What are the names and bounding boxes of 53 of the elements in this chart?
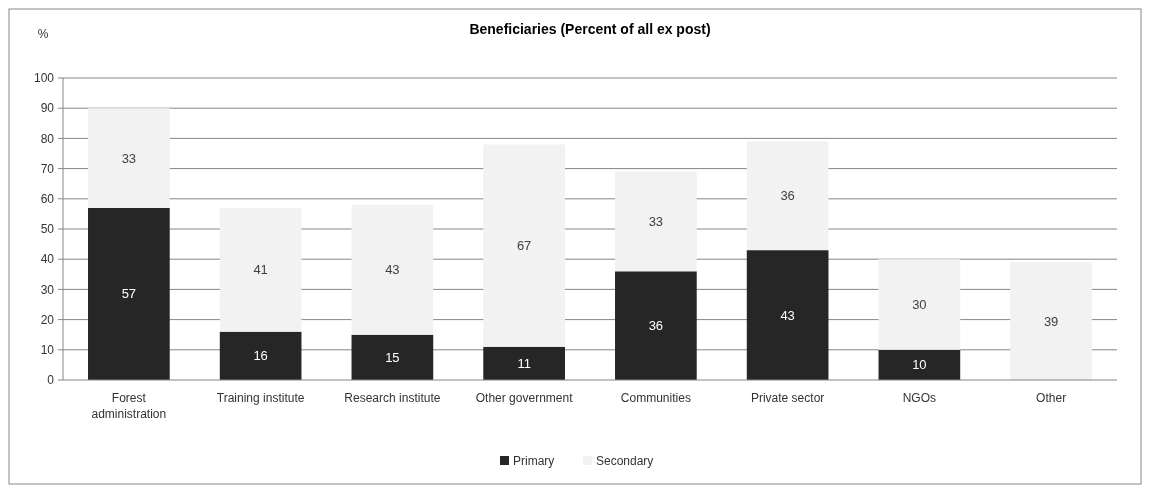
x-tick-label: Forest administration [91,391,167,421]
x-tick-label: NGOs [902,391,937,405]
bar [219,331,302,380]
data-label: 43 [385,262,400,278]
y-tick-label: 70 [40,161,55,176]
y-tick-label: 90 [40,101,55,116]
y-tick-label: 0 [47,373,55,388]
bar [615,271,697,380]
data-label: 67 [516,238,532,254]
y-tick-label: 10 [40,343,55,357]
bar [88,207,170,380]
y-tick-label: 30 [40,282,55,297]
data-label: 43 [780,307,795,323]
chart-title: Beneficiaries (Percent of all ex post) [469,21,711,37]
bar [88,108,170,208]
x-tick-label: Training institute [216,391,305,405]
data-label: 16 [253,348,268,364]
y-axis-title: % [37,27,49,41]
bar [615,171,697,272]
bar [351,334,434,380]
bar [878,259,961,350]
data-label: 41 [253,262,268,278]
data-label: 39 [1043,313,1059,329]
y-tick-label: 60 [40,192,55,206]
y-tick-label: 20 [40,312,55,327]
y-tick-label: 80 [40,131,55,146]
x-tick-label: Communities [620,391,691,405]
x-tick-label: Other [1036,391,1067,405]
data-label: 11 [517,355,531,371]
bar [746,141,829,251]
x-tick-label: Private sector [750,391,825,405]
bar [1010,262,1092,380]
y-tick-label: 100 [33,71,55,86]
bar [219,207,302,332]
bar [483,144,565,347]
legend-label: Primary [513,454,555,468]
bar [878,349,961,380]
x-tick-label: Research institute [344,391,441,405]
bar [351,204,434,335]
data-label: 57 [121,286,137,302]
y-tick-label: 40 [40,252,55,267]
x-tick-label: Other government [475,391,574,405]
data-label: 36 [780,188,795,204]
data-label: 36 [648,318,664,334]
data-label: 15 [385,349,400,365]
bar [746,250,829,380]
data-label: 10 [912,357,927,373]
bar [483,346,565,380]
legend-label: Secondary [596,454,654,468]
data-label: 33 [648,214,664,229]
data-label: 33 [121,150,137,166]
data-label: 30 [912,297,927,313]
y-tick-label: 50 [40,222,55,237]
